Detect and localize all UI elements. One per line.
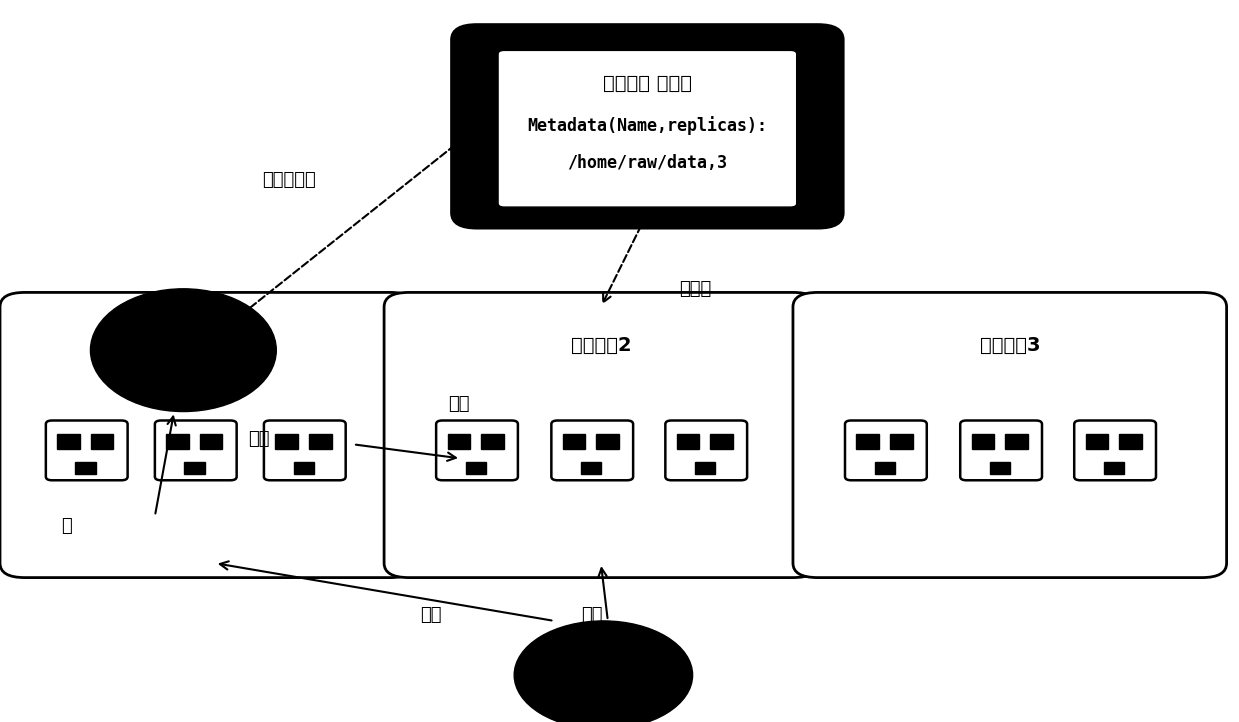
Bar	[990, 462, 1010, 474]
Text: 块选项: 块选项	[679, 280, 711, 297]
Text: 元数据选项: 元数据选项	[263, 172, 316, 189]
FancyBboxPatch shape	[436, 420, 518, 480]
Bar	[890, 435, 913, 449]
Bar	[1119, 435, 1142, 449]
Text: 文件信息 块信息: 文件信息 块信息	[603, 74, 691, 93]
Bar	[185, 462, 204, 474]
Bar	[76, 462, 95, 474]
Ellipse shape	[90, 289, 276, 412]
Text: /home/raw/data,3: /home/raw/data,3	[567, 154, 727, 172]
Text: 备份: 备份	[449, 396, 470, 413]
Text: 写入: 写入	[420, 606, 442, 624]
Bar	[1104, 462, 1124, 474]
Text: 数据节点2: 数据节点2	[571, 336, 631, 355]
Text: 数据节点1: 数据节点1	[177, 336, 238, 355]
Bar	[695, 462, 715, 474]
FancyBboxPatch shape	[665, 420, 747, 480]
Bar	[481, 435, 504, 449]
FancyBboxPatch shape	[498, 51, 797, 207]
Text: 数据节点3: 数据节点3	[980, 336, 1040, 355]
Bar	[447, 435, 470, 449]
Bar	[90, 435, 114, 449]
Bar	[57, 435, 79, 449]
Text: 块: 块	[62, 517, 72, 534]
Bar	[596, 435, 620, 449]
Bar	[875, 462, 895, 474]
Ellipse shape	[514, 621, 693, 722]
Bar	[199, 435, 223, 449]
FancyBboxPatch shape	[384, 292, 818, 578]
Text: 读取: 读取	[248, 430, 269, 448]
FancyBboxPatch shape	[1074, 420, 1156, 480]
Bar	[1085, 435, 1108, 449]
FancyBboxPatch shape	[845, 420, 927, 480]
Bar	[563, 435, 585, 449]
Bar	[971, 435, 994, 449]
FancyBboxPatch shape	[452, 25, 843, 227]
Bar	[294, 462, 313, 474]
FancyBboxPatch shape	[0, 292, 415, 578]
Bar	[275, 435, 297, 449]
FancyBboxPatch shape	[155, 420, 237, 480]
FancyBboxPatch shape	[960, 420, 1042, 480]
Bar	[676, 435, 699, 449]
Bar	[710, 435, 733, 449]
Bar	[856, 435, 878, 449]
Bar	[166, 435, 188, 449]
Bar	[466, 462, 486, 474]
Text: 写入: 写入	[581, 606, 603, 624]
FancyBboxPatch shape	[793, 292, 1227, 578]
Text: Metadata(Name,replicas):: Metadata(Name,replicas):	[528, 116, 767, 134]
FancyBboxPatch shape	[264, 420, 346, 480]
FancyBboxPatch shape	[46, 420, 128, 480]
Bar	[581, 462, 601, 474]
Bar	[1005, 435, 1028, 449]
Bar	[309, 435, 332, 449]
FancyBboxPatch shape	[551, 420, 633, 480]
